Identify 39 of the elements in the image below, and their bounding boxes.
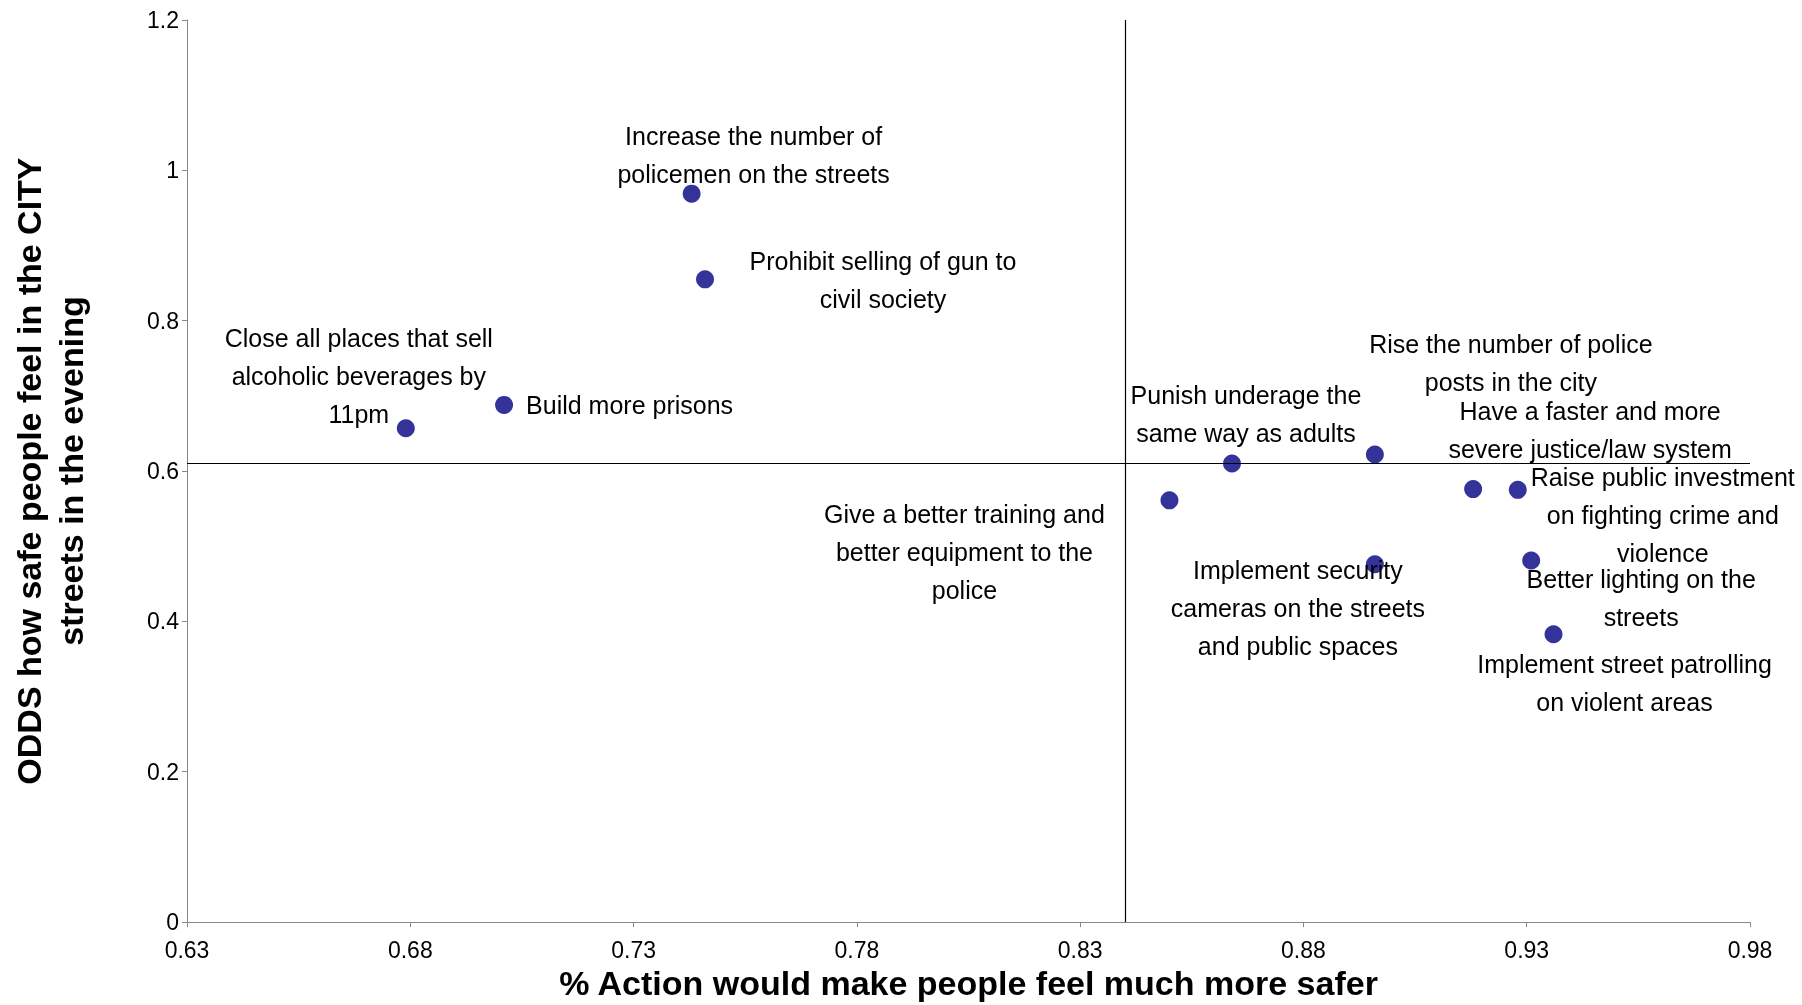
point xyxy=(1544,625,1563,644)
annotation: Build more prisons xyxy=(526,390,734,419)
annotation: Close all places that sell alcoholic beverages by 11pm xyxy=(224,324,493,429)
y-tick-label: 0.4 xyxy=(147,608,180,635)
annotation: Raise public investment on fighting crime and violence xyxy=(1530,462,1795,567)
annotation: Implement security cameras on the streets and public spaces xyxy=(1170,556,1426,661)
annotation: Punish underage the same way as adults xyxy=(1130,380,1362,447)
point xyxy=(1223,454,1241,473)
annotation: Give a better training and better equipment to the police xyxy=(824,500,1105,605)
x-tick-label: 0.73 xyxy=(611,936,656,963)
y-tick-label: 1.2 xyxy=(147,7,179,33)
point xyxy=(1508,480,1527,499)
x-tick-label: 0.68 xyxy=(387,936,433,963)
x-axis-title: % Action would make people feel much more safer xyxy=(559,964,1378,1002)
annotation: Increase the number of policemen on the streets xyxy=(617,121,890,188)
x-tick-label: 0.88 xyxy=(1281,936,1326,963)
point xyxy=(696,270,715,289)
annotation: Rise the number of police posts in the city xyxy=(1369,329,1653,396)
annotation: Implement street patrolling on violent areas xyxy=(1477,650,1772,717)
x-tick-label: 0.93 xyxy=(1504,936,1550,963)
point xyxy=(1522,551,1541,570)
y-tick-label: 0.2 xyxy=(147,758,179,785)
y-tick-label: 0.6 xyxy=(147,458,179,485)
point xyxy=(1160,491,1179,510)
y-tick-label: 0 xyxy=(166,909,179,936)
y-tick-label: 1 xyxy=(166,157,179,184)
x-tick-label: 0.78 xyxy=(834,936,880,963)
annotation: Have a faster and more severe justice/law system xyxy=(1448,397,1732,464)
x-tick-label: 0.98 xyxy=(1727,936,1773,963)
point xyxy=(396,419,415,438)
annotation: Better lighting on the streets xyxy=(1526,564,1756,631)
point xyxy=(495,395,514,414)
x-tick-label: 0.63 xyxy=(164,936,210,963)
point xyxy=(1365,445,1384,464)
x-tick-label: 0.83 xyxy=(1057,936,1103,963)
y-axis-title: ODDS how safe people feel in the CITY streets in the evening xyxy=(10,157,90,785)
point xyxy=(1464,480,1483,499)
annotation: Prohibit selling of gun to civil society xyxy=(749,247,1017,314)
y-tick-label: 0.8 xyxy=(147,307,179,334)
